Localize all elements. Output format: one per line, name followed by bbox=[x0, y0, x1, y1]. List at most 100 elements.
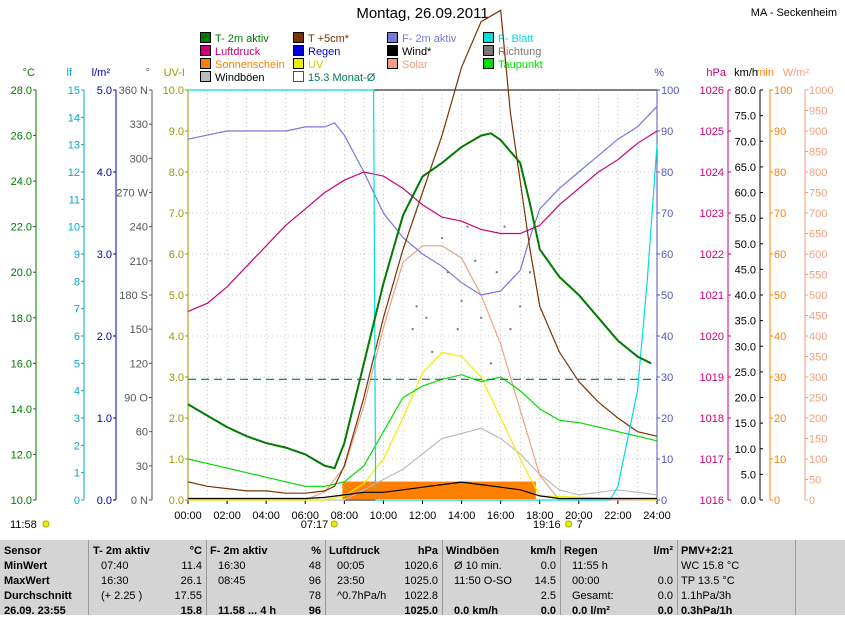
axis-tick-label: 8.0 bbox=[169, 167, 184, 179]
cell-time bbox=[329, 605, 337, 617]
axis-tick-label: 100 bbox=[774, 85, 792, 97]
axis-tick-label: 13 bbox=[68, 140, 80, 152]
axis-tick-label: 20 bbox=[774, 413, 786, 425]
table-cell-row: 16:30 48 bbox=[210, 559, 321, 574]
axis-tick-label: 14.0 bbox=[11, 404, 32, 416]
cell-value: 96 bbox=[308, 605, 321, 617]
axis-tick-label: 1.0 bbox=[97, 413, 112, 425]
axis-tick-label: 4.0 bbox=[169, 331, 184, 343]
legend-swatch bbox=[200, 45, 211, 56]
series-f-blatt bbox=[188, 89, 658, 501]
axis-tick-label: 14 bbox=[68, 112, 80, 124]
table-cell-row: 1.1hPa/3h bbox=[681, 589, 791, 604]
axis-tick-label: 450 bbox=[809, 311, 827, 323]
axis-tick-label: 700 bbox=[809, 208, 827, 220]
cell-value: 2.5 bbox=[540, 590, 556, 602]
axis-tick-label: 20.0 bbox=[735, 393, 756, 405]
axis-tick-label: 12.0 bbox=[11, 449, 32, 461]
legend-item: Regen bbox=[293, 45, 340, 58]
column-title: F- 2m aktiv bbox=[210, 545, 268, 557]
axis-unit-label: hPa bbox=[706, 67, 726, 79]
x-tick-label: 04:00 bbox=[252, 510, 280, 522]
direction-dot bbox=[415, 305, 418, 308]
legend-item: Windböen bbox=[200, 71, 265, 84]
axis-tick-label: 15 bbox=[68, 85, 80, 97]
direction-dot bbox=[474, 259, 477, 262]
axis-tick-label: 1024 bbox=[700, 167, 724, 179]
cell-time: ^0.7hPa/h bbox=[337, 590, 387, 602]
axis-tick-label: 45.0 bbox=[735, 264, 756, 276]
legend-label: Richtung bbox=[498, 46, 542, 58]
table-cell-row: 08:45 96 bbox=[210, 574, 321, 589]
direction-dot bbox=[431, 350, 434, 353]
cell-time bbox=[210, 590, 218, 602]
axis-tick-label: 3.0 bbox=[169, 372, 184, 384]
axis-tick-label: 1019 bbox=[700, 372, 724, 384]
table-column: Windböen km/h Ø 10 min. 0.0 11:50 O-SO 14.5 2.… bbox=[442, 540, 561, 617]
axis-tick-label: 40.0 bbox=[735, 290, 756, 302]
axis-tick-label: 24.0 bbox=[11, 176, 32, 188]
legend-item: Taupunkt bbox=[483, 58, 543, 71]
legend-swatch bbox=[387, 32, 398, 43]
cell-value: 1020.6 bbox=[404, 560, 438, 572]
series-uv bbox=[188, 351, 658, 501]
cell-time: 23:50 bbox=[337, 575, 365, 587]
direction-dot bbox=[460, 299, 463, 302]
direction-dot bbox=[456, 328, 459, 331]
legend-swatch bbox=[200, 32, 211, 43]
x-tick-label: 18:00 bbox=[526, 510, 554, 522]
cell-time: 0.3hPa/1h bbox=[681, 605, 733, 617]
axis-tick-label: 3.0 bbox=[97, 249, 112, 261]
table-column: PMV+2:21 WC 15.8 °C TP 13.5 °C 1.1hPa/3h 0.3… bbox=[677, 540, 796, 617]
table-cell-row: 0.0 l/m² 0.0 bbox=[564, 604, 673, 619]
axis-tick-label: 60 bbox=[774, 249, 786, 261]
cell-time: Gesamt: bbox=[572, 590, 614, 602]
legend-label: Regen bbox=[308, 46, 341, 58]
cell-time: 0.0 l/m² bbox=[572, 605, 610, 617]
axis-tick-label: 6 bbox=[74, 331, 80, 343]
series-luftdruck bbox=[187, 130, 658, 312]
table-cell-row: 16:30 26.1 bbox=[93, 574, 202, 589]
series-t-2m-aktiv bbox=[187, 132, 652, 470]
axis-tick-label: 4.0 bbox=[97, 167, 112, 179]
axis-tick-label: 90 bbox=[661, 126, 673, 138]
legend-item: UV bbox=[293, 58, 323, 71]
legend-item: Richtung bbox=[483, 45, 541, 58]
cell-time bbox=[93, 605, 101, 617]
axis-tick-label: 60.0 bbox=[735, 188, 756, 200]
sunrise-label: 07:17 bbox=[301, 519, 329, 531]
legend-label: Windböen bbox=[215, 72, 265, 84]
legend-label: 15.3 Monat-Ø bbox=[308, 72, 376, 84]
x-tick-label: 02:00 bbox=[213, 510, 241, 522]
axis-tick-label: 240 bbox=[130, 222, 148, 234]
axis-unit-label: km/h bbox=[734, 67, 758, 79]
axis-tick-label: 1.0 bbox=[169, 454, 184, 466]
table-cell-row: WC 15.8 °C bbox=[681, 559, 791, 574]
cell-time: (+ 2.25 ) bbox=[101, 590, 143, 602]
table-cell-row: 0.3hPa/1h bbox=[681, 604, 791, 619]
legend-swatch bbox=[483, 58, 494, 69]
axis-tick-label: 270 W bbox=[116, 188, 148, 200]
axis-tick-label: 5.0 bbox=[97, 85, 112, 97]
axis-tick-label: 90 bbox=[774, 126, 786, 138]
cell-value: 0.0 bbox=[540, 605, 556, 617]
x-tick-label: 20:00 bbox=[565, 510, 593, 522]
table-row-label: Sensor bbox=[4, 545, 42, 557]
axis-tick-label: 3 bbox=[74, 413, 80, 425]
axis-tick-label: 80.0 bbox=[735, 85, 756, 97]
axis-tick-label: 0 bbox=[809, 495, 815, 507]
cell-value: 1022.8 bbox=[404, 590, 438, 602]
table-cell-row: 23:50 1025.0 bbox=[329, 574, 438, 589]
axis-tick-label: 25.0 bbox=[735, 367, 756, 379]
column-unit: °C bbox=[189, 545, 202, 557]
axis-tick-label: 4 bbox=[74, 386, 80, 398]
axis-unit-label: W/m² bbox=[783, 67, 810, 79]
legend-swatch bbox=[293, 45, 304, 56]
axis-tick-label: 28.0 bbox=[11, 85, 32, 97]
axis-tick-label: 950 bbox=[809, 106, 827, 118]
x-tick-label: 22:00 bbox=[604, 510, 632, 522]
legend-label: F- 2m aktiv bbox=[402, 33, 457, 45]
cell-value: 14.5 bbox=[534, 575, 556, 587]
legend-item: F- 2m aktiv bbox=[387, 32, 456, 45]
axis-tick-label: 100 bbox=[809, 454, 827, 466]
